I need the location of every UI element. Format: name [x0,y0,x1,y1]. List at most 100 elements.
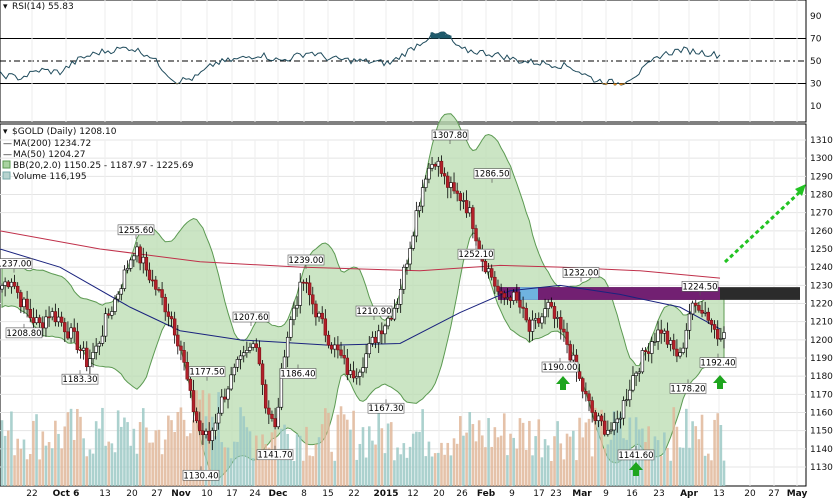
volume-bar [232,441,236,486]
candle-body [348,370,353,375]
volume-bar [44,445,48,486]
candle-body [643,350,648,353]
rsi-overbought-fill [445,34,449,39]
volume-bar [578,417,581,486]
price-callout: 1307.80 [431,129,469,144]
x-tick-label: 22 [348,489,359,499]
rsi-tick-label: 50 [810,57,822,67]
candle-body [22,298,26,308]
candle-body [486,268,491,273]
candle-body [499,291,503,294]
candle-body [461,200,466,202]
volume-bar [119,426,123,486]
candle-body [91,352,95,360]
candle-body [628,389,632,401]
volume-bar [452,438,456,486]
resistance-zone-overlap [498,287,720,300]
price-callout: 1190.00 [541,358,579,373]
candle-body [606,430,610,435]
volume-bar [38,459,41,486]
candle-body [242,352,246,357]
candle-body [351,370,356,379]
ma50-legend: MA(50) 1204.27 [13,150,85,160]
candle-body [141,256,145,264]
price-callout-label: 1252.10 [458,250,493,260]
volume-bar [587,418,591,486]
volume-bar [722,460,726,486]
volume-bar [226,447,230,486]
volume-bar [424,456,428,486]
price-callout-label: 1177.50 [189,368,224,378]
volume-bar [254,435,258,486]
volume-bar [333,460,337,486]
candle-body [132,255,136,261]
x-tick-label: 20 [126,489,138,499]
volume-bar [47,442,51,486]
candle-body [490,268,494,278]
volume-legend: Volume 116,195 [13,172,87,182]
ma50-icon: — [3,150,12,160]
candle-body [245,350,249,354]
candle-body [110,311,114,316]
volume-bar [402,443,406,486]
volume-bar [421,409,424,486]
candle-body [248,346,252,351]
price-callouts: 1237.00 1208.80 1183.30 1255.60 1177.50 1130.… [0,129,737,481]
volume-bar [35,414,38,486]
candle-body [138,246,142,264]
volume-bar [229,458,233,486]
volume-bar [449,455,453,486]
candle-body [690,302,695,315]
candle-body [135,246,139,257]
volume-bar [518,418,522,486]
rsi-icon: ▾ [3,2,8,12]
candle-body [307,282,312,296]
price-callout-label: 1232.00 [563,269,598,279]
volume-bar [656,440,660,486]
candles [0,155,726,451]
volume-bar [625,439,628,486]
volume-bar [320,424,324,486]
volume-bar [559,443,563,486]
volume-bar [245,427,249,486]
candle-body [719,338,723,340]
volume-bar [399,454,402,486]
volume-bar [487,418,490,486]
volume-bar [170,420,173,486]
volume-bar [317,437,321,486]
volume-bar [173,431,176,486]
candle-body [530,319,535,332]
candle-body [317,312,321,318]
price-callout: 1208.80 [5,323,43,339]
volume-bar [32,420,35,486]
candle-body [81,347,86,351]
volume-bar [694,426,698,486]
rsi-oversold-fill [622,83,626,85]
price-callout-label: 1208.80 [6,329,41,339]
x-tick-label: 20 [744,489,756,499]
candle-body [524,308,528,321]
candle-body [198,420,202,432]
price-tick-label: 1260 [810,227,833,237]
candle-body [19,292,23,308]
volume-bar [176,412,180,486]
price-callout: 1178.20 [669,379,707,394]
candle-body [270,413,274,419]
price-tick-label: 1160 [810,409,833,419]
volume-bar [211,416,214,486]
volume-bar [66,412,70,486]
volume-bar [540,457,544,486]
volume-icon [2,171,11,180]
candle-body [232,366,236,376]
volume-bar [63,426,67,486]
volume-bar [531,455,534,486]
candle-body [631,375,635,391]
volume-bar [700,414,704,486]
candle-body [326,334,331,346]
candle-body [722,332,726,339]
volume-bar [204,416,208,486]
volume-bar [493,427,497,486]
volume-bar [537,419,541,486]
rsi-tick-label: 10 [810,102,822,112]
